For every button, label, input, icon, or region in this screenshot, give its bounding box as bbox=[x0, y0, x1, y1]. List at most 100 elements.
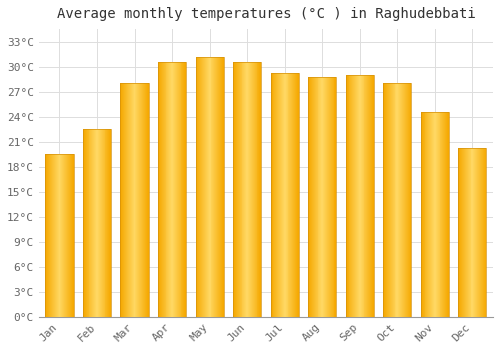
Bar bbox=[141, 83, 142, 317]
Bar bbox=[248, 62, 249, 317]
Bar bbox=[434, 112, 435, 317]
Bar bbox=[134, 83, 136, 317]
Bar bbox=[465, 148, 466, 317]
Bar bbox=[208, 57, 210, 317]
Bar bbox=[320, 77, 322, 317]
Bar bbox=[424, 112, 426, 317]
Bar bbox=[94, 129, 95, 317]
Bar bbox=[405, 83, 406, 317]
Bar bbox=[51, 154, 52, 317]
Bar bbox=[308, 77, 309, 317]
Bar bbox=[350, 75, 352, 317]
Bar bbox=[88, 129, 90, 317]
Bar bbox=[410, 83, 412, 317]
Bar bbox=[174, 62, 175, 317]
Bar bbox=[207, 57, 208, 317]
Bar bbox=[464, 148, 465, 317]
Bar bbox=[178, 62, 180, 317]
Bar bbox=[314, 77, 316, 317]
Bar bbox=[252, 62, 253, 317]
Bar bbox=[217, 57, 218, 317]
Bar bbox=[125, 83, 126, 317]
Bar bbox=[288, 73, 290, 317]
Bar bbox=[402, 83, 403, 317]
Bar bbox=[390, 83, 391, 317]
Bar bbox=[70, 154, 72, 317]
Bar bbox=[158, 62, 159, 317]
Bar bbox=[329, 77, 330, 317]
Bar bbox=[470, 148, 472, 317]
Bar bbox=[296, 73, 297, 317]
Bar bbox=[182, 62, 184, 317]
Bar bbox=[364, 75, 366, 317]
Bar bbox=[214, 57, 215, 317]
Bar bbox=[355, 75, 356, 317]
Bar bbox=[421, 112, 422, 317]
Bar bbox=[316, 77, 318, 317]
Bar bbox=[66, 154, 67, 317]
Bar bbox=[484, 148, 486, 317]
Bar bbox=[98, 129, 99, 317]
Bar bbox=[100, 129, 102, 317]
Bar bbox=[256, 62, 258, 317]
Bar bbox=[277, 73, 278, 317]
Bar bbox=[309, 77, 310, 317]
Bar bbox=[325, 77, 326, 317]
Bar bbox=[372, 75, 373, 317]
Bar bbox=[436, 112, 438, 317]
Bar bbox=[323, 77, 324, 317]
Bar bbox=[312, 77, 313, 317]
Bar bbox=[260, 62, 261, 317]
Bar bbox=[481, 148, 482, 317]
Bar bbox=[435, 112, 436, 317]
Bar bbox=[223, 57, 224, 317]
Bar bbox=[108, 129, 109, 317]
Bar bbox=[440, 112, 442, 317]
Bar bbox=[422, 112, 424, 317]
Bar bbox=[124, 83, 125, 317]
Bar bbox=[293, 73, 294, 317]
Bar bbox=[196, 57, 198, 317]
Bar bbox=[69, 154, 70, 317]
Bar bbox=[96, 129, 97, 317]
Bar bbox=[64, 154, 65, 317]
Bar bbox=[172, 62, 173, 317]
Bar bbox=[46, 154, 74, 317]
Bar bbox=[161, 62, 162, 317]
Bar bbox=[421, 112, 449, 317]
Bar bbox=[297, 73, 298, 317]
Bar bbox=[62, 154, 63, 317]
Bar bbox=[472, 148, 474, 317]
Bar bbox=[460, 148, 461, 317]
Bar bbox=[326, 77, 327, 317]
Bar bbox=[171, 62, 172, 317]
Bar bbox=[445, 112, 446, 317]
Bar bbox=[242, 62, 244, 317]
Bar bbox=[166, 62, 168, 317]
Bar bbox=[126, 83, 127, 317]
Bar bbox=[50, 154, 51, 317]
Bar bbox=[458, 148, 460, 317]
Bar bbox=[160, 62, 161, 317]
Bar bbox=[274, 73, 276, 317]
Bar bbox=[448, 112, 449, 317]
Bar bbox=[401, 83, 402, 317]
Bar bbox=[177, 62, 178, 317]
Bar bbox=[244, 62, 246, 317]
Bar bbox=[458, 148, 486, 317]
Bar bbox=[84, 129, 85, 317]
Bar bbox=[313, 77, 314, 317]
Bar bbox=[67, 154, 68, 317]
Bar bbox=[92, 129, 93, 317]
Bar bbox=[168, 62, 170, 317]
Bar bbox=[246, 62, 247, 317]
Bar bbox=[311, 77, 312, 317]
Bar bbox=[332, 77, 334, 317]
Bar bbox=[357, 75, 358, 317]
Bar bbox=[139, 83, 140, 317]
Bar bbox=[328, 77, 329, 317]
Bar bbox=[282, 73, 283, 317]
Bar bbox=[461, 148, 462, 317]
Bar bbox=[234, 62, 235, 317]
Bar bbox=[254, 62, 256, 317]
